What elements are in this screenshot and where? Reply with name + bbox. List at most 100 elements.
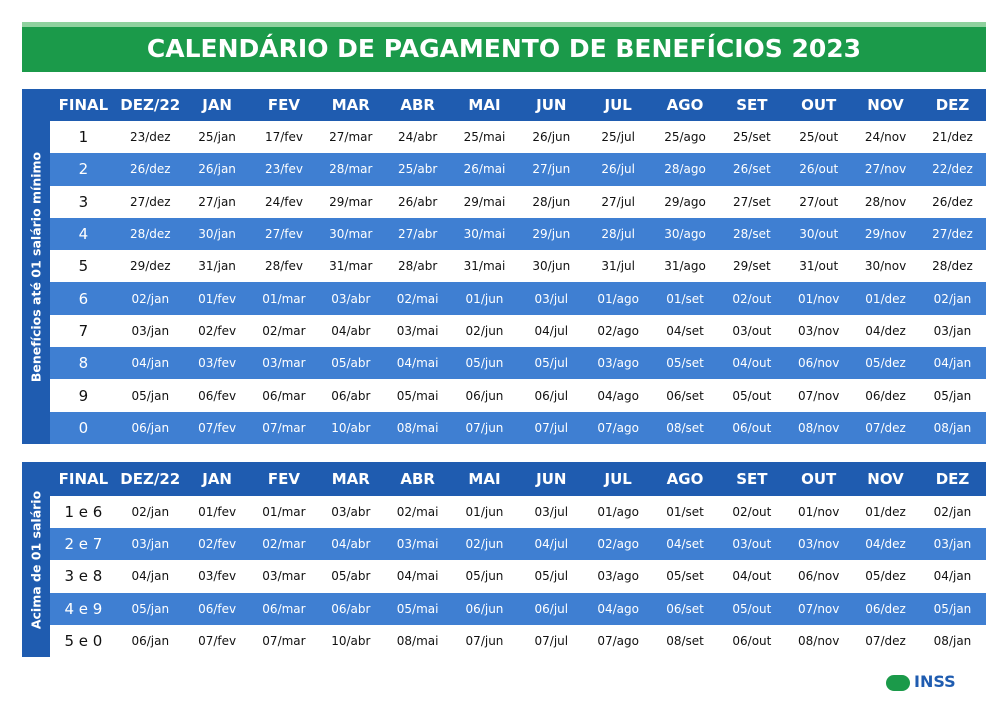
final-cell: 6 bbox=[50, 282, 117, 315]
date-cell: 02/ago bbox=[597, 323, 639, 338]
date-cell: 31/out bbox=[799, 259, 839, 274]
column-header: OUT bbox=[785, 89, 853, 121]
date-cell: 04/abr bbox=[331, 323, 371, 338]
date-cell: 06/jun bbox=[465, 388, 504, 403]
date-cell: 10/abr bbox=[317, 411, 385, 444]
column-header: JUL bbox=[584, 89, 652, 121]
date-cell: 17/fev bbox=[264, 130, 303, 145]
date-cell: 05/jan bbox=[131, 388, 170, 403]
date-cell: 07/nov bbox=[798, 388, 840, 403]
date-cell: 26/mai bbox=[451, 153, 518, 186]
final-cell: 1 e 6 bbox=[64, 503, 103, 522]
date-cell: 06/fev bbox=[198, 388, 237, 403]
column-header: MAI bbox=[451, 89, 518, 121]
date-cell: 25/mai bbox=[463, 130, 506, 145]
date-cell: 03/fev bbox=[198, 569, 237, 584]
date-cell: 08/jan bbox=[918, 411, 986, 444]
final-cell: 5 bbox=[78, 257, 89, 276]
date-cell: 28/dez bbox=[932, 259, 973, 274]
date-cell: 03/mar bbox=[250, 347, 318, 380]
date-cell: 04/set bbox=[666, 323, 704, 338]
side-band: Benefícios até 01 salário mínimo bbox=[22, 89, 50, 444]
date-cell: 05/mai bbox=[384, 592, 452, 625]
date-cell: 01/set bbox=[651, 282, 719, 315]
date-cell: 02/mai bbox=[396, 505, 439, 520]
date-cell: 03/out bbox=[732, 323, 772, 338]
date-cell: 04/dez bbox=[852, 528, 919, 561]
date-cell: 28/mar bbox=[317, 153, 385, 186]
date-cell: 01/fev bbox=[183, 282, 251, 315]
date-cell: 04/jan bbox=[116, 347, 184, 380]
date-cell: 06/jul bbox=[517, 592, 585, 625]
date-cell: 24/fev bbox=[264, 194, 303, 209]
date-cell: 06/set bbox=[651, 592, 719, 625]
date-cell: 28/set bbox=[718, 217, 786, 251]
date-cell: 07/jul bbox=[517, 411, 585, 444]
date-cell: 26/out bbox=[785, 153, 853, 186]
column-header: ABR bbox=[384, 89, 452, 121]
date-cell: 24/nov bbox=[864, 130, 907, 145]
date-cell: 31/mai bbox=[463, 259, 506, 274]
table-row: 5 e 0 06/jan 07/fev 07/mar 10/abr 08/mai 07/ju… bbox=[50, 625, 986, 657]
date-cell: 05/jan bbox=[933, 388, 972, 403]
date-cell: 07/fev bbox=[183, 411, 251, 444]
column-header: JAN bbox=[183, 89, 251, 121]
column-header: DEZ bbox=[918, 462, 986, 496]
date-cell: 03/ago bbox=[584, 347, 652, 380]
date-cell: 04/jul bbox=[534, 323, 569, 338]
date-cell: 26/dez bbox=[116, 153, 184, 186]
table-row: 1 e 6 02/jan 01/fev 01/mar 03/abr 02/mai 01/ju… bbox=[50, 496, 986, 528]
date-cell: 07/ago bbox=[584, 411, 652, 444]
date-cell: 06/jan bbox=[116, 411, 184, 444]
date-cell: 27/abr bbox=[384, 217, 452, 251]
date-cell: 29/ago bbox=[664, 194, 706, 209]
date-cell: 05/set bbox=[651, 347, 719, 380]
date-cell: 27/out bbox=[799, 194, 839, 209]
date-cell: 31/jul bbox=[601, 259, 635, 274]
column-header: JUN bbox=[517, 462, 585, 496]
date-cell: 23/fev bbox=[250, 153, 318, 186]
date-cell: 01/nov bbox=[798, 505, 840, 520]
date-cell: 29/set bbox=[733, 259, 771, 274]
date-cell: 26/abr bbox=[398, 194, 438, 209]
column-header: FINAL bbox=[50, 89, 117, 121]
date-cell: 07/fev bbox=[198, 633, 237, 648]
date-cell: 05/dez bbox=[852, 347, 919, 380]
date-cell: 25/out bbox=[799, 130, 839, 145]
date-cell: 28/fev bbox=[264, 259, 303, 274]
date-cell: 06/abr bbox=[317, 592, 385, 625]
date-cell: 01/dez bbox=[852, 282, 919, 315]
date-cell: 25/jan bbox=[198, 130, 236, 145]
column-header: NOV bbox=[852, 462, 919, 496]
final-cell: 4 bbox=[50, 217, 117, 251]
date-cell: 08/nov bbox=[785, 411, 853, 444]
date-cell: 02/mai bbox=[384, 282, 452, 315]
date-cell: 03/jan bbox=[918, 528, 986, 561]
date-cell: 30/ago bbox=[651, 217, 719, 251]
column-header: DEZ bbox=[918, 89, 986, 121]
date-cell: 02/ago bbox=[584, 528, 652, 561]
date-cell: 02/out bbox=[718, 282, 786, 315]
date-cell: 04/ago bbox=[584, 592, 652, 625]
date-cell: 02/jun bbox=[465, 323, 504, 338]
date-cell: 30/nov bbox=[864, 259, 907, 274]
header-row: FINAL DEZ/22 JAN FEV MAR ABR MAI JUN JUL AGO SET OU… bbox=[50, 89, 986, 121]
date-cell: 07/dez bbox=[852, 411, 919, 444]
date-cell: 05/out bbox=[718, 592, 786, 625]
date-cell: 27/jan bbox=[198, 194, 236, 209]
date-cell: 22/dez bbox=[918, 153, 986, 186]
schedule-table: FINAL DEZ/22 JAN FEV MAR ABR MAI JUN JUL AGO SET OU… bbox=[50, 89, 986, 444]
date-cell: 26/jun bbox=[532, 130, 571, 145]
date-cell: 30/mai bbox=[451, 217, 518, 251]
date-cell: 07/dez bbox=[865, 633, 906, 648]
date-cell: 30/jan bbox=[183, 217, 251, 251]
side-label: Benefícios até 01 salário mínimo bbox=[28, 151, 44, 382]
date-cell: 03/abr bbox=[317, 282, 385, 315]
date-cell: 05/jul bbox=[517, 347, 585, 380]
date-cell: 02/fev bbox=[198, 323, 237, 338]
date-cell: 28/jul bbox=[584, 217, 652, 251]
table-row: 8 04/jan 03/fev 03/mar 05/abr 04/mai 05/jun 05/… bbox=[50, 347, 986, 380]
date-cell: 05/jan bbox=[918, 592, 986, 625]
date-cell: 25/set bbox=[733, 130, 771, 145]
date-cell: 01/ago bbox=[584, 282, 652, 315]
